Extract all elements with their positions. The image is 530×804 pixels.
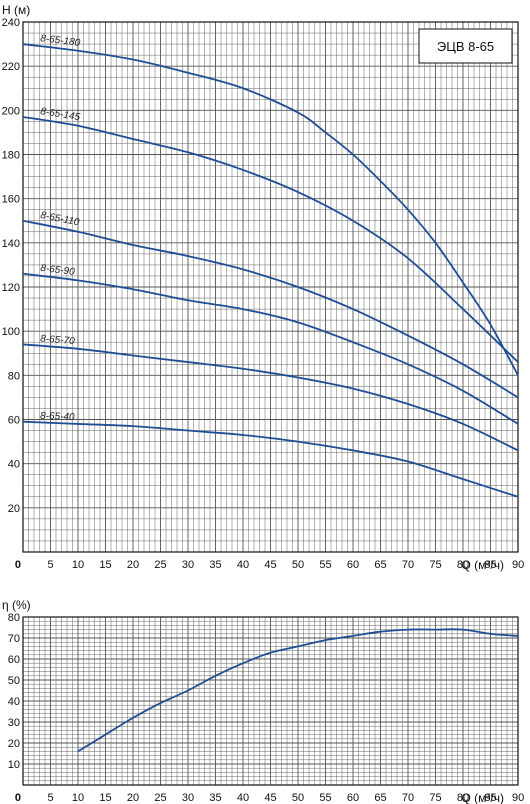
y-axis-title: η (%)	[2, 598, 31, 612]
x-tick-label: 85	[484, 792, 496, 804]
x-tick-label: 60	[347, 792, 359, 804]
x-tick-label: 5	[47, 792, 53, 804]
y-tick-label: 10	[8, 759, 20, 771]
x-tick-label: 65	[374, 559, 386, 571]
y-tick-label: 30	[8, 717, 20, 729]
series-label: 8-65-90	[40, 263, 76, 278]
x-tick-label: 30	[182, 792, 194, 804]
series-line	[22, 43, 519, 376]
x-tick-label: 55	[319, 792, 331, 804]
y-tick-label: 160	[2, 194, 20, 206]
y-tick-label: 70	[8, 633, 20, 645]
y-tick-label: 140	[2, 238, 20, 250]
x-tick-label: 50	[292, 792, 304, 804]
x-tick-label: 20	[127, 792, 139, 804]
y-tick-label: 80	[8, 612, 20, 624]
x-tick-label: 90	[512, 792, 524, 804]
title-box	[418, 28, 513, 64]
plot-frame	[22, 616, 519, 786]
x-tick-label: 45	[264, 792, 276, 804]
y-tick-label: 40	[8, 459, 20, 471]
y-tick-label: 50	[8, 675, 20, 687]
x-tick-label: 75	[429, 559, 441, 571]
y-tick-label: 20	[8, 503, 20, 515]
y-axis-title: H (м)	[2, 3, 30, 17]
x-tick-label: 35	[209, 792, 221, 804]
x-tick-label: 50	[292, 559, 304, 571]
plot-frame	[22, 21, 519, 553]
x-tick-label: 35	[209, 559, 221, 571]
series-line	[22, 219, 519, 399]
x-tick-label: 90	[512, 559, 524, 571]
x-tick-label: 40	[237, 559, 249, 571]
y-tick-label: 180	[2, 150, 20, 162]
y-tick-label: 120	[2, 282, 20, 294]
x-tick-label: 25	[154, 792, 166, 804]
x-tick-label: 10	[72, 792, 84, 804]
x-tick-label: 65	[374, 792, 386, 804]
x-tick-label: 70	[402, 559, 414, 571]
series-line	[22, 343, 519, 452]
x-tick-label: 30	[182, 559, 194, 571]
x-tick-label: 10	[72, 559, 84, 571]
x-tick-label: 15	[99, 559, 111, 571]
x-tick-label: 60	[347, 559, 359, 571]
x-tick-label: 75	[429, 792, 441, 804]
y-tick-label: 60	[8, 654, 20, 666]
x-axis-title: Q (м³/ч)	[462, 558, 505, 572]
chart-title: ЭЦВ 8-65	[437, 39, 494, 54]
x-tick-label: 80	[457, 792, 469, 804]
x-tick-label: 15	[99, 792, 111, 804]
series-line	[22, 420, 519, 498]
y-tick-label: 200	[2, 105, 20, 117]
y-tick-label: 80	[8, 370, 20, 382]
y-tick-label: 240	[2, 17, 20, 29]
x-tick-label: 40	[237, 792, 249, 804]
series-label: 8-65-40	[40, 411, 75, 423]
x-tick-label: 85	[484, 559, 496, 571]
x-axis-title: Q (м³/ч)	[462, 791, 505, 804]
series-line	[22, 116, 519, 363]
series-line	[77, 628, 519, 753]
y-tick-label: 220	[2, 61, 20, 73]
series-label: 8-65-180	[40, 33, 81, 49]
x-tick-label: 70	[402, 792, 414, 804]
x-tick-label: 5	[47, 559, 53, 571]
y-tick-label: 100	[2, 326, 20, 338]
x-tick-label: 25	[154, 559, 166, 571]
x-tick-label: 55	[319, 559, 331, 571]
x-tick-label: 80	[457, 559, 469, 571]
y-tick-label: 40	[8, 696, 20, 708]
x-tick-label: 20	[127, 559, 139, 571]
x-tick-label: 45	[264, 559, 276, 571]
y-tick-label: 20	[8, 738, 20, 750]
series-line	[22, 272, 519, 425]
y-tick-label: 60	[8, 415, 20, 427]
series-label: 8-65-70	[40, 333, 76, 347]
x-tick-label: 0	[15, 559, 21, 571]
x-tick-label: 0	[15, 792, 21, 804]
